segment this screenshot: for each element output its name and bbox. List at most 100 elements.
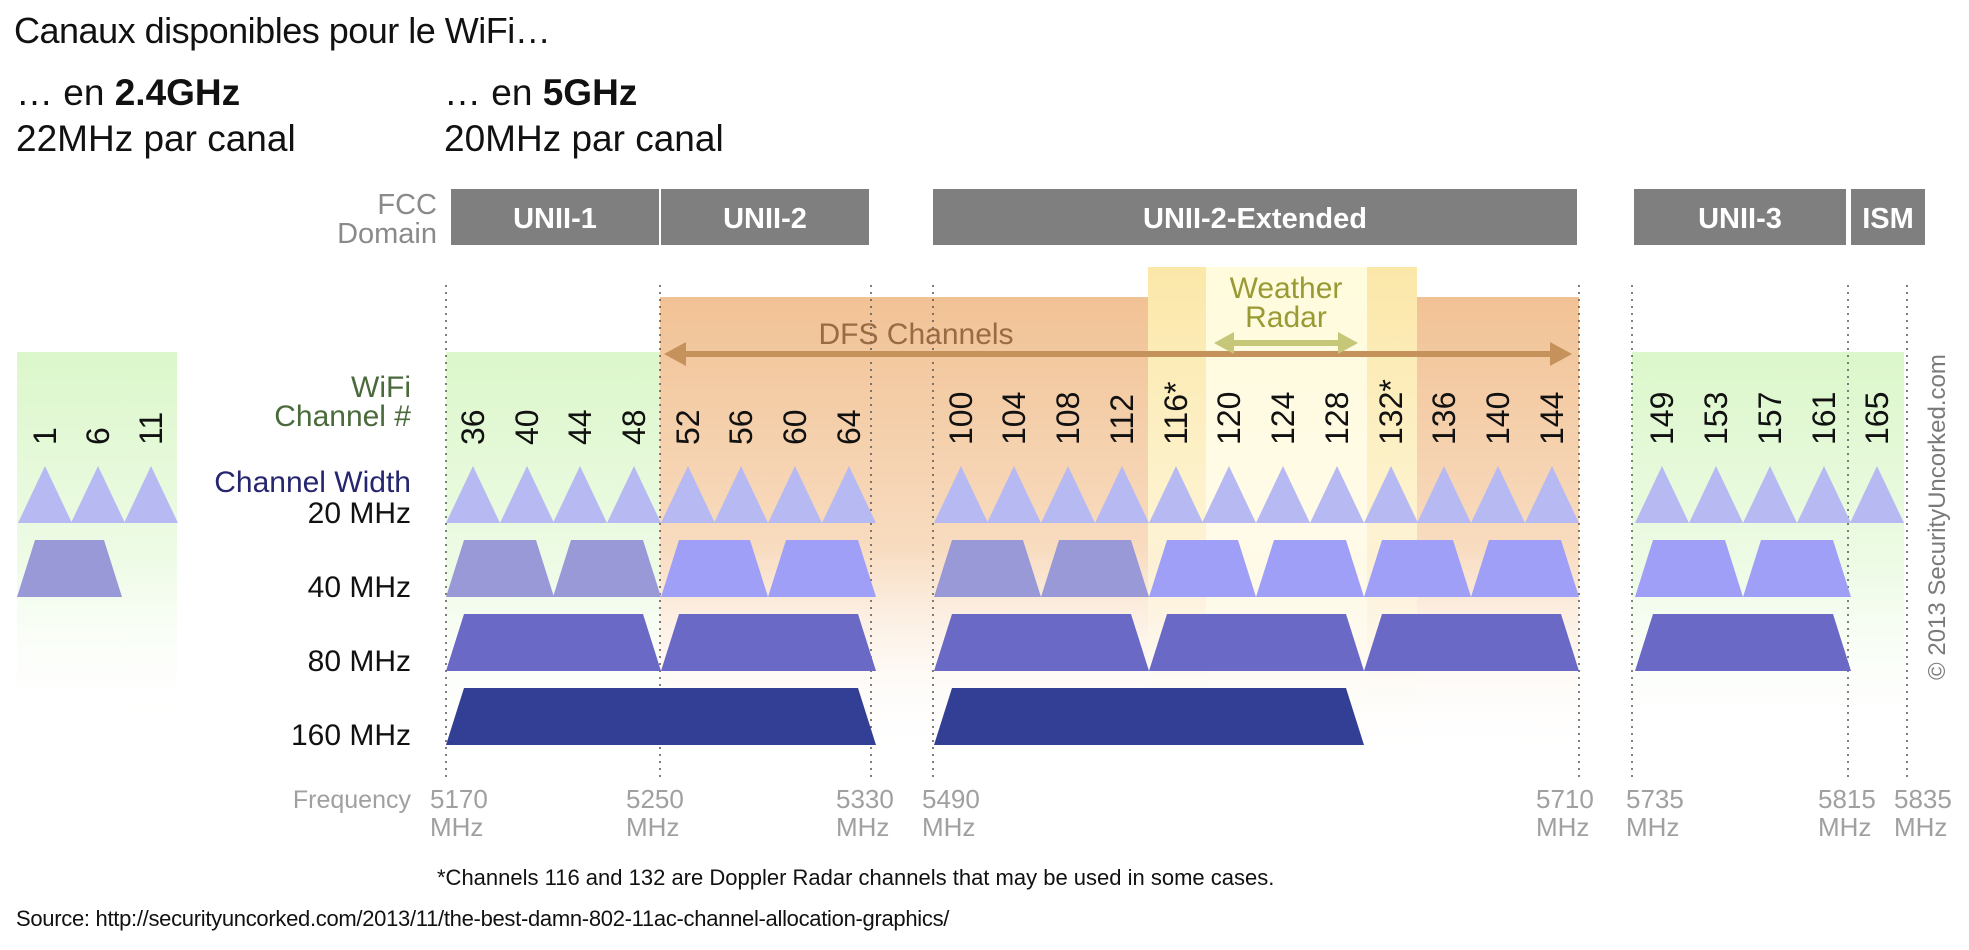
dfs-arrow-right-head	[1550, 342, 1572, 366]
width-label-80: 80 MHz	[308, 645, 411, 678]
dfs-arrow-left-head	[664, 342, 686, 366]
channel-40mhz-116-star	[1149, 540, 1256, 597]
channel-label-40: 40	[509, 409, 545, 445]
domain-bar-unii2-extended-rect	[933, 189, 1577, 245]
channel-20mhz-128	[1310, 466, 1364, 523]
footnote: *Channels 116 and 132 are Doppler Radar …	[437, 865, 1274, 890]
frequency-unit-5815: MHz	[1818, 812, 1871, 842]
zone-dfs-unii2	[660, 297, 871, 757]
channel-20mhz-161	[1797, 466, 1851, 523]
channel-label-24-11: 11	[133, 412, 169, 445]
channel-20mhz-149	[1635, 466, 1689, 523]
channel-40mhz-124	[1256, 540, 1364, 597]
channel-label-140: 140	[1480, 392, 1516, 445]
channel-20mhz-116-star	[1149, 466, 1203, 523]
channel-80mhz-116-star	[1149, 614, 1364, 671]
channel-160mhz-36	[446, 688, 876, 745]
domain-bar-ism-label: ISM	[1862, 203, 1914, 235]
band-5-line: … en 5GHz	[444, 70, 724, 116]
weather-arrow-left-head	[1214, 332, 1234, 354]
channel-label-52: 52	[670, 409, 706, 445]
channel-label-157: 157	[1752, 392, 1788, 445]
copyright-text: © 2013 SecurityUncorked.com	[1924, 354, 1951, 680]
channel-20mhz-36	[446, 466, 500, 523]
channel-label-44: 44	[562, 409, 598, 445]
frequency-unit-5170: MHz	[430, 812, 483, 842]
frequency-value-5815: 5815	[1818, 784, 1876, 814]
channel-label-161: 161	[1806, 392, 1842, 445]
frequency-value-5330: 5330	[836, 784, 894, 814]
dfs-arrow	[664, 342, 1572, 366]
domain-bar-unii3-rect	[1634, 189, 1846, 245]
channel-label-165: 165	[1859, 392, 1895, 445]
dfs-label: DFS Channels	[818, 318, 1013, 351]
channel-40mhz-52	[661, 540, 768, 597]
channel-40mhz-44	[553, 540, 661, 597]
channel-20mhz-64	[822, 466, 876, 523]
channel-label-144: 144	[1534, 392, 1570, 445]
fcc-label-line1: FCC	[377, 189, 437, 221]
frequency-labels: 5170MHz5250MHz5330MHz5490MHz5710MHz5735M…	[430, 784, 1952, 842]
domain-bar-unii1: UNII-1	[451, 189, 659, 245]
band-24-name: 2.4GHz	[114, 72, 241, 113]
domain-bar-unii2-extended: UNII-2-Extended	[933, 189, 1577, 245]
band-5-prefix: … en	[444, 72, 543, 113]
weather-label-2: Radar	[1245, 301, 1327, 334]
frequency-value-5170: 5170	[430, 784, 488, 814]
channel-label-112: 112	[1104, 394, 1140, 445]
frequency-value-5490: 5490	[922, 784, 980, 814]
band-5-name: 5GHz	[542, 72, 638, 113]
channel-20mhz-48	[607, 466, 661, 523]
channel-80mhz-132-star	[1364, 614, 1579, 671]
channel-20mhz-56	[714, 466, 768, 523]
domain-bar-unii2-label: UNII-2	[723, 203, 807, 235]
channel-20mhz-40	[500, 466, 554, 523]
width-label-160: 160 MHz	[291, 719, 411, 752]
domain-bar-unii1-rect	[451, 189, 659, 245]
weather-label-1: Weather	[1230, 272, 1343, 305]
channel-width-label: Channel Width	[214, 466, 411, 499]
channel-40mhz-140	[1471, 540, 1579, 597]
channel-20mhz-44	[553, 466, 607, 523]
channel-label-120: 120	[1211, 392, 1247, 445]
channel-20mhz-132-star	[1364, 466, 1418, 523]
channel-40mhz-60	[768, 540, 876, 597]
channel-label-24-6: 6	[80, 427, 116, 445]
channel-label-60: 60	[777, 409, 813, 445]
domain-bar-unii1-label: UNII-1	[513, 203, 597, 235]
width-label-20: 20 MHz	[308, 497, 411, 530]
channel-20mhz-157	[1743, 466, 1797, 523]
channel-20mhz-100	[934, 466, 988, 523]
wifi-label-1: WiFi	[351, 371, 411, 404]
frequency-value-5710: 5710	[1536, 784, 1594, 814]
channel-40mhz-24	[17, 540, 122, 597]
channel-20mhz-136	[1417, 466, 1471, 523]
channel-label-132-star: 132*	[1373, 379, 1409, 445]
frequency-value-5835: 5835	[1894, 784, 1952, 814]
channel-20mhz-112	[1095, 466, 1149, 523]
channel-label-153: 153	[1698, 392, 1734, 445]
width-label-40: 40 MHz	[308, 571, 411, 604]
channel-20mhz-60	[768, 466, 822, 523]
channel-20mhz-153	[1689, 466, 1743, 523]
channel-20mhz-165	[1850, 466, 1904, 523]
frequency-value-5735: 5735	[1626, 784, 1684, 814]
channel-label-100: 100	[943, 392, 979, 445]
band-5-heading: … en 5GHz 20MHz par canal	[444, 70, 724, 162]
weather-arrow-right-head	[1338, 332, 1358, 354]
domain-bar-unii3-label: UNII-3	[1698, 203, 1782, 235]
channel-20mhz-140	[1471, 466, 1525, 523]
channel-number-labels: 1 6 11 36 40 44 48 52 56 60 64 100 104 108 112 116* 120 1…	[27, 379, 1895, 445]
channel-20mhz-104	[987, 466, 1041, 523]
channel-40mhz-157	[1743, 540, 1851, 597]
channel-20mhz-52	[661, 466, 715, 523]
channel-80mhz-149	[1635, 614, 1851, 671]
channel-20mhz-108	[1041, 466, 1095, 523]
fcc-label: FCC	[377, 189, 437, 221]
channel-label-104: 104	[996, 392, 1032, 445]
channel-160mhz-100	[934, 688, 1364, 745]
channel-shapes	[17, 466, 1904, 745]
channel-label-128: 128	[1319, 392, 1355, 445]
channel-40mhz-132-star	[1364, 540, 1471, 597]
channel-label-136: 136	[1426, 392, 1462, 445]
